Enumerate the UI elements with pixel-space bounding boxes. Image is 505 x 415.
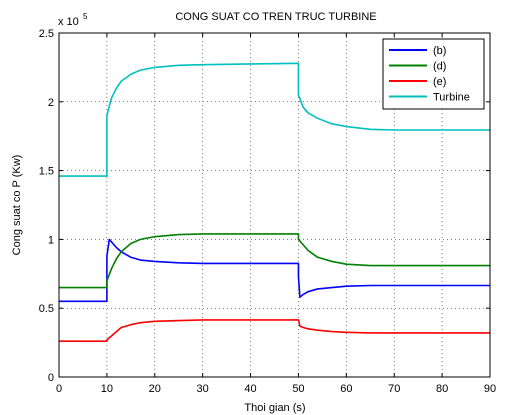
y-tick-label: 2.5 [39, 28, 54, 40]
axes [58, 32, 491, 378]
y-exponent-label: x 10 5 [58, 12, 88, 28]
x-tick-label: 90 [484, 383, 496, 395]
y-tick-label: 2 [48, 97, 54, 109]
x-tick-label: 70 [388, 383, 400, 395]
series-line-0 [59, 238, 490, 303]
y-exponent-base: x 10 [58, 16, 79, 28]
x-tick-label: 30 [197, 383, 209, 395]
legend-label-0: (b) [433, 45, 446, 57]
x-tick-label: 0 [56, 383, 62, 395]
chart-title: CONG SUAT CO TREN TRUC TURBINE [175, 11, 376, 23]
legend-label-2: (e) [433, 76, 446, 88]
x-tick-label: 10 [101, 383, 113, 395]
y-tick-label: 1.5 [39, 166, 54, 178]
legend: (b) (d) (e) Turbine [382, 38, 485, 110]
series-line-1 [59, 233, 490, 289]
axes-frame [58, 32, 491, 378]
y-tick-label: 1 [48, 234, 54, 246]
y-exponent-power: 5 [83, 12, 88, 21]
series-line-3 [59, 62, 490, 177]
series-layer [59, 62, 490, 343]
legend-label-1: (d) [433, 61, 446, 73]
x-axis-label: Thoi gian (s) [244, 402, 305, 414]
x-tick-label: 40 [244, 383, 256, 395]
series-line-2 [59, 319, 490, 343]
ticks: 0 10 20 30 40 50 60 70 80 90 0 0.5 1 1.5 2 2.5 [39, 28, 496, 395]
x-tick-label: 20 [149, 383, 161, 395]
y-axis-label: Cong suat co P (Kw) [11, 155, 23, 256]
legend-label-3: Turbine [433, 92, 470, 104]
y-tick-label: 0 [48, 372, 54, 384]
x-tick-label: 50 [292, 383, 304, 395]
y-tick-label: 0.5 [39, 303, 54, 315]
x-tick-label: 80 [436, 383, 448, 395]
x-tick-label: 60 [340, 383, 352, 395]
